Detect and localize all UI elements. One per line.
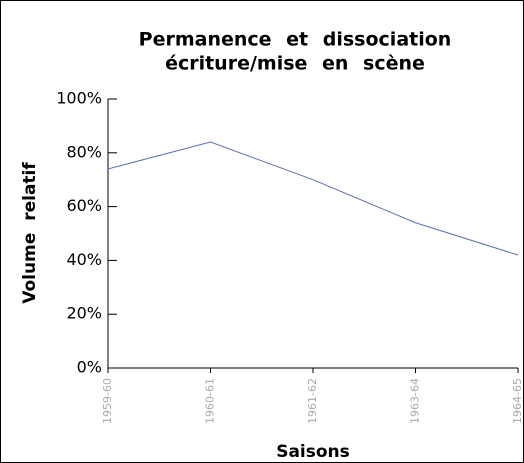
chart-title: écriture/mise en scène <box>165 53 425 75</box>
line <box>107 141 519 256</box>
x-tick-label: 1963-64 <box>409 378 422 424</box>
y-tick-label: 80% <box>66 142 102 161</box>
x-tick-label: 1960-61 <box>204 378 217 424</box>
chart-title: Permanence et dissociation <box>139 29 452 51</box>
y-tick-label: 100% <box>56 89 102 108</box>
x-tick-label: 1964-65 <box>511 378 524 424</box>
x-tick-label: 1959-60 <box>101 378 114 424</box>
y-tick-label: 20% <box>66 304 102 323</box>
y-tick-label: 0% <box>77 358 102 377</box>
y-axis-label: Volume relatif <box>20 162 40 304</box>
y-tick-label: 40% <box>66 250 102 269</box>
x-axis-label: Saisons <box>276 442 350 462</box>
x-tick-label: 1961-62 <box>306 378 319 424</box>
y-tick-label: 60% <box>66 196 102 215</box>
